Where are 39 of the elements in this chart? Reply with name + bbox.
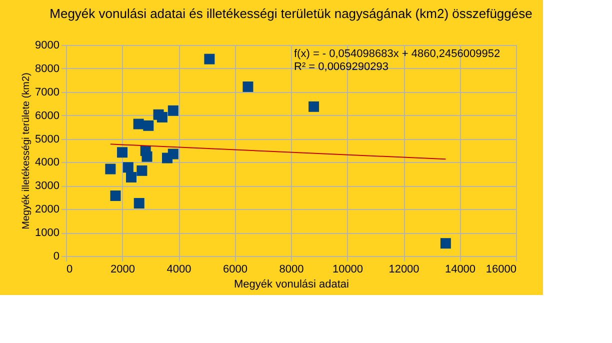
- point: [134, 198, 144, 208]
- point: [117, 147, 128, 158]
- y-tick-label: 0: [53, 250, 60, 262]
- point: [143, 120, 154, 131]
- y-tick-label: 4000: [35, 156, 60, 169]
- y-tick-label: 5000: [35, 133, 60, 146]
- point: [126, 172, 136, 182]
- y-tick-label: 2000: [35, 204, 60, 216]
- point: [142, 151, 152, 162]
- x-tick-label: 0: [66, 264, 73, 276]
- point: [168, 105, 178, 116]
- point: [440, 238, 451, 249]
- x-tick-label: 14000: [444, 264, 476, 276]
- y-tick-label: 3000: [35, 180, 60, 192]
- x-tick-label: 12000: [388, 264, 420, 276]
- point: [136, 165, 148, 176]
- point: [308, 101, 320, 112]
- y-axis-title: Megyék illetékességi területe (km2): [21, 72, 32, 230]
- point: [133, 118, 144, 130]
- x-tick-label: 6000: [223, 264, 248, 276]
- x-axis-title: Megyék vonulási adatai: [234, 278, 349, 290]
- point: [110, 190, 121, 201]
- y-tick-label: 7000: [35, 86, 60, 98]
- y-tick-label: 1000: [35, 227, 60, 240]
- y-tick-label: 9000: [35, 40, 60, 52]
- point: [168, 148, 178, 160]
- point: [105, 164, 116, 174]
- x-tick-label: 10000: [332, 264, 364, 276]
- chart-title: Megyék vonulási adatai és illetékességi területük nagyságának (km2) összefüggése: [50, 6, 532, 21]
- x-tick-label: 4000: [166, 264, 192, 276]
- x-tick-label: 8000: [279, 264, 304, 276]
- point: [204, 54, 215, 64]
- point: [156, 112, 168, 122]
- x-tick-label: 2000: [110, 264, 135, 276]
- point: [242, 81, 254, 92]
- x-tick-label: 16000: [486, 264, 516, 276]
- y-tick-label: 8000: [35, 62, 60, 75]
- y-tick-label: 6000: [35, 110, 60, 122]
- point: [122, 162, 134, 173]
